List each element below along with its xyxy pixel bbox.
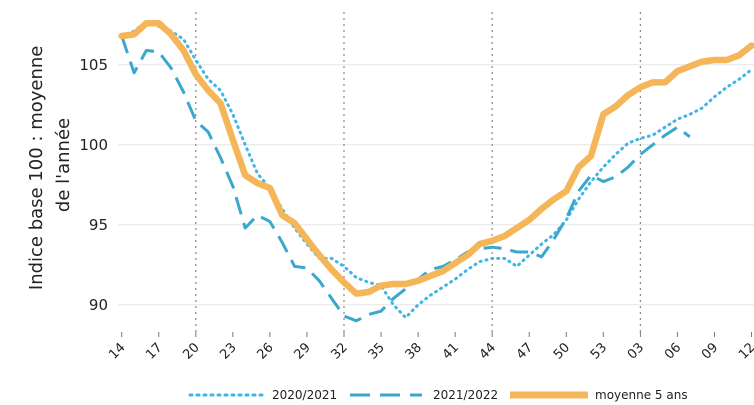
x-tick-label-06: 06: [662, 340, 684, 362]
y-tick-label-105: 105: [79, 56, 108, 74]
legend-label-2020-2021: 2020/2021: [272, 388, 337, 402]
x-tick-label-53: 53: [588, 340, 610, 362]
series-line-2021-2022: [120, 35, 691, 323]
x-tick-label-03: 03: [625, 340, 647, 362]
x-tick-label-35: 35: [366, 340, 388, 362]
x-tick-label-50: 50: [551, 340, 573, 362]
legend: 2020/2021 2021/2022 moyenne 5 ans: [188, 388, 688, 402]
x-tick-label-20: 20: [180, 340, 202, 362]
legend-label-2021-2022: 2021/2022: [433, 388, 498, 402]
x-tick-label-09: 09: [699, 340, 721, 362]
series-line-2020-2021: [120, 20, 753, 320]
x-tick-label-29: 29: [291, 340, 313, 362]
x-tick-label-41: 41: [440, 340, 462, 362]
y-axis-label-line-2: de l'année: [53, 118, 74, 212]
x-tick-label-44: 44: [477, 340, 499, 362]
y-axis-ticks: 90 95 100 105: [79, 56, 108, 314]
x-tick-label-12: 12: [736, 340, 754, 362]
y-tick-label-100: 100: [79, 136, 108, 154]
x-tick-label-23: 23: [217, 340, 239, 362]
x-tick-label-17: 17: [143, 340, 165, 362]
series-line-moyenne-5-ans: [118, 19, 754, 297]
legend-label-moyenne-5-ans: moyenne 5 ans: [595, 388, 688, 402]
y-tick-label-90: 90: [89, 296, 108, 314]
x-tick-label-38: 38: [403, 340, 425, 362]
series-lines: [118, 19, 754, 323]
x-tick-label-32: 32: [329, 340, 351, 362]
y-tick-label-95: 95: [89, 216, 108, 234]
y-axis-label: Indice base 100 : moyenne de l'année: [26, 40, 74, 290]
x-axis-ticks: 14 17 20 23 26 29 32 35 38 41 44 47 50 53 03 06 09 12: [106, 332, 754, 363]
y-axis-label-line-1: Indice base 100 : moyenne: [26, 46, 47, 291]
x-tick-label-26: 26: [254, 340, 276, 362]
gridlines: [118, 64, 754, 306]
x-tick-label-47: 47: [514, 340, 536, 362]
x-tick-label-14: 14: [106, 340, 128, 362]
